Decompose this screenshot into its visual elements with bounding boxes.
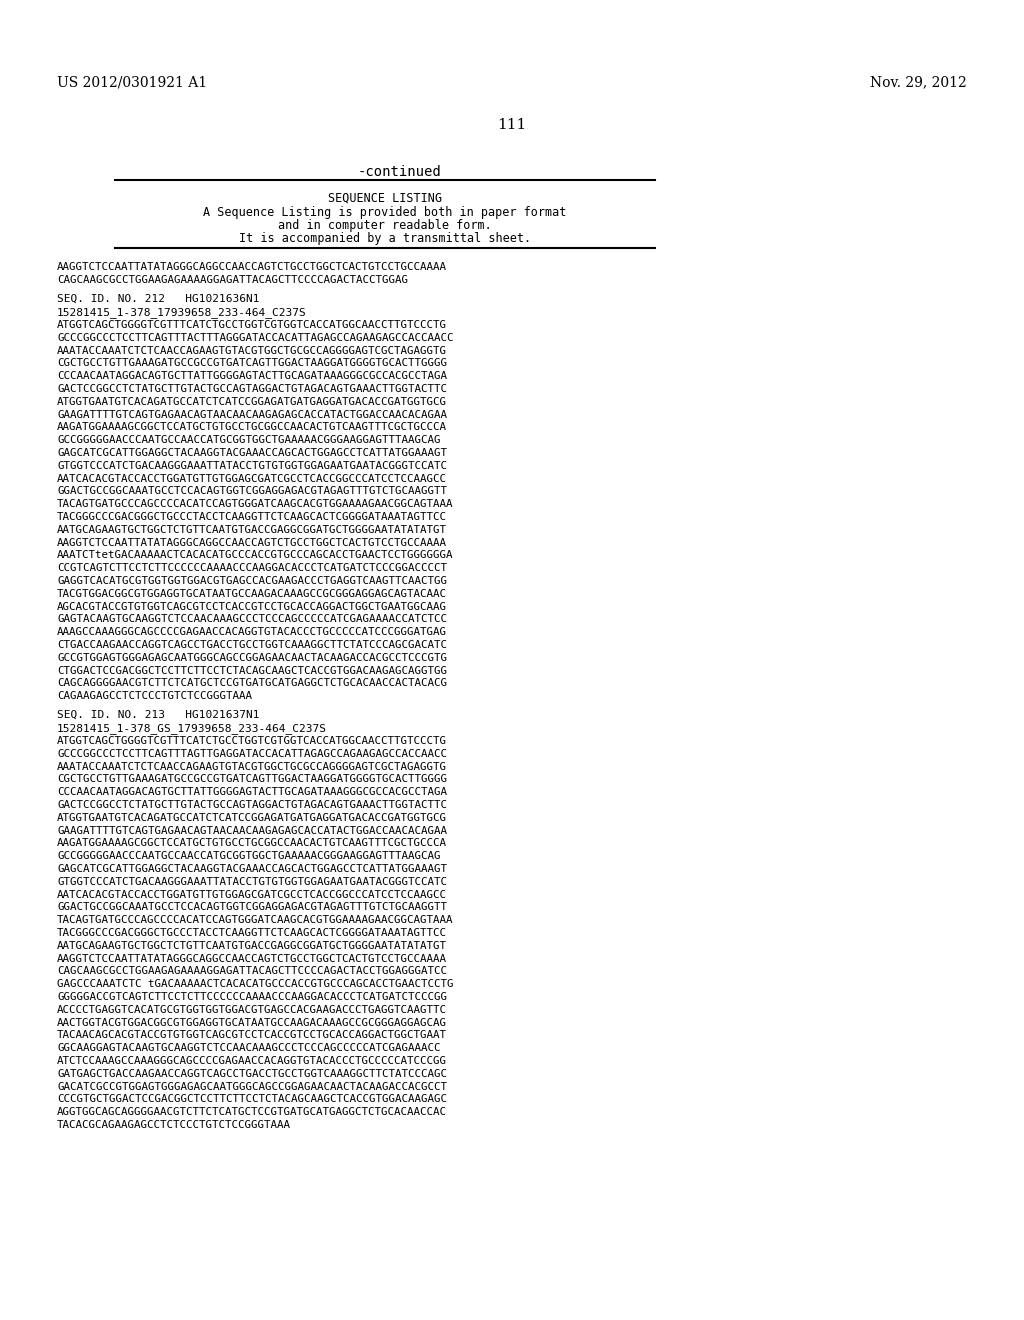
Text: AATGCAGAAGTGCTGGCTCTGTTCAATGTGACCGAGGCGGATGCTGGGGAATATATATGT: AATGCAGAAGTGCTGGCTCTGTTCAATGTGACCGAGGCGG… [57, 941, 447, 950]
Text: GCCCGGCCCTCCTTCAGTTTACTTTAGGGATACCACATTAGAGCCAGAAGAGCCACCAACC: GCCCGGCCCTCCTTCAGTTTACTTTAGGGATACCACATTA… [57, 333, 454, 343]
Text: GATGAGCTGACCAAGAACCAGGTCAGCCTGACCTGCCTGGTCAAAGGCTTCTATCCCAGC: GATGAGCTGACCAAGAACCAGGTCAGCCTGACCTGCCTGG… [57, 1069, 447, 1078]
Text: GGACTGCCGGCAAATGCCTCCACAGTGGTCGGAGGAGACGTAGAGTTTGTCTGCAAGGTT: GGACTGCCGGCAAATGCCTCCACAGTGGTCGGAGGAGACG… [57, 903, 447, 912]
Text: GAGCATCGCATTGGAGGCTACAAGGTACGAAACCAGCACTGGAGCCTCATTATGGAAAGT: GAGCATCGCATTGGAGGCTACAAGGTACGAAACCAGCACT… [57, 865, 447, 874]
Text: TACGTGGACGGCGTGGAGGTGCATAATGCCAAGACAAAGCCGCGGGAGGAGCAGTACAAC: TACGTGGACGGCGTGGAGGTGCATAATGCCAAGACAAAGC… [57, 589, 447, 599]
Text: AAATACCAAATCTCTCAACCAGAAGTGTACGTGGCTGCGCCAGGGGAGTCGCTAGAGGTG: AAATACCAAATCTCTCAACCAGAAGTGTACGTGGCTGCGC… [57, 762, 447, 772]
Text: AAGGTCTCCAATTATATAGGGCAGGCCAACCAGTCTGCCTGGCTCACTGTCCTGCCAAAA: AAGGTCTCCAATTATATAGGGCAGGCCAACCAGTCTGCCT… [57, 537, 447, 548]
Text: AGCACGTACCGTGTGGTCAGCGTCCTCACCGTCCTGCACCAGGACTGGCTGAATGGCAAG: AGCACGTACCGTGTGGTCAGCGTCCTCACCGTCCTGCACC… [57, 602, 447, 611]
Text: CAGAAGAGCCTCTCCCTGTCTCCGGGTAAA: CAGAAGAGCCTCTCCCTGTCTCCGGGTAAA [57, 692, 252, 701]
Text: AAGGTCTCCAATTATATAGGGCAGGCCAACCAGTCTGCCTGGCTCACTGTCCTGCCAAAA: AAGGTCTCCAATTATATAGGGCAGGCCAACCAGTCTGCCT… [57, 261, 447, 272]
Text: ATGGTCAGCTGGGGTCGTTTCATCTGCCTGGTCGTGGTCACCATGGCAACCTTGTCCCTG: ATGGTCAGCTGGGGTCGTTTCATCTGCCTGGTCGTGGTCA… [57, 319, 447, 330]
Text: GAGCATCGCATTGGAGGCTACAAGGTACGAAACCAGCACTGGAGCCTCATTATGGAAAGT: GAGCATCGCATTGGAGGCTACAAGGTACGAAACCAGCACT… [57, 447, 447, 458]
Text: GCCGGGGGAACCCAATGCCAACCATGCGGTGGCTGAAAAACGGGAAGGAGTTTAAGCAG: GCCGGGGGAACCCAATGCCAACCATGCGGTGGCTGAAAAA… [57, 436, 440, 445]
Text: CCCAACAATAGGACAGTGCTTATTGGGGAGTACTTGCAGATAAAGGGCGCCACGCCTAGA: CCCAACAATAGGACAGTGCTTATTGGGGAGTACTTGCAGA… [57, 371, 447, 381]
Text: CAGCAAGCGCCTGGAAGAGAAAAGGAGATTACAGCTTCCCCAGACTACCTGGAGGGATCC: CAGCAAGCGCCTGGAAGAGAAAAGGAGATTACAGCTTCCC… [57, 966, 447, 977]
Text: SEQ. ID. NO. 212   HG1021636N1: SEQ. ID. NO. 212 HG1021636N1 [57, 294, 259, 304]
Text: ATCTCCAAAGCCAAAGGGCAGCCCCGAGAACCACAGGTGTACACCCTGCCCCCATCCCGG: ATCTCCAAAGCCAAAGGGCAGCCCCGAGAACCACAGGTGT… [57, 1056, 447, 1067]
Text: AGGTGGCAGCAGGGGAACGTCTTCTCATGCTCCGTGATGCATGAGGCTCTGCACAACCAC: AGGTGGCAGCAGGGGAACGTCTTCTCATGCTCCGTGATGC… [57, 1107, 447, 1117]
Text: TACGGGCCCGACGGGCTGCCCTACCTCAAGGTTCTCAAGCACTCGGGGATAAATAGTTCC: TACGGGCCCGACGGGCTGCCCTACCTCAAGGTTCTCAAGC… [57, 512, 447, 521]
Text: SEQ. ID. NO. 213   HG1021637N1: SEQ. ID. NO. 213 HG1021637N1 [57, 710, 259, 719]
Text: GCCCGGCCCTCCTTCAGTTTAGTTGAGGATACCACATTAGAGCCAGAAGAGCCACCAACC: GCCCGGCCCTCCTTCAGTTTAGTTGAGGATACCACATTAG… [57, 748, 447, 759]
Text: Nov. 29, 2012: Nov. 29, 2012 [870, 75, 967, 88]
Text: GGGGGACCGTCAGTCTTCCTCTTCCCCCCAAAACCCAAGGACACCCTCATGATCTCCCGG: GGGGGACCGTCAGTCTTCCTCTTCCCCCCAAAACCCAAGG… [57, 993, 447, 1002]
Text: SEQUENCE LISTING: SEQUENCE LISTING [328, 191, 442, 205]
Text: 15281415_1-378_17939658_233-464_C237S: 15281415_1-378_17939658_233-464_C237S [57, 308, 307, 318]
Text: GAAGATTTTGTCAGTGAGAACAGTAACAACAAGAGAGCACCATACTGGACCAACACAGAA: GAAGATTTTGTCAGTGAGAACAGTAACAACAAGAGAGCAC… [57, 409, 447, 420]
Text: GAGGTCACATGCGTGGTGGTGGACGTGAGCCACGAAGACCCTGAGGTCAAGTTCAACTGG: GAGGTCACATGCGTGGTGGTGGACGTGAGCCACGAAGACC… [57, 576, 447, 586]
Text: AAGATGGAAAAGCGGCTCCATGCTGTGCCTGCGGCCAACACTGTCAAGTTTCGCTGCCCA: AAGATGGAAAAGCGGCTCCATGCTGTGCCTGCGGCCAACA… [57, 422, 447, 433]
Text: GTGGTCCCATCTGACAAGGGAAATTATACCTGTGTGGTGGAGAATGAATACGGGTCCATC: GTGGTCCCATCTGACAAGGGAAATTATACCTGTGTGGTGG… [57, 461, 447, 471]
Text: GAGCCCAAATCTC tGACAAAAACTCACACATGCCCACCGTGCCCAGCACCTGAACTCCTG: GAGCCCAAATCTC tGACAAAAACTCACACATGCCCACCG… [57, 979, 454, 989]
Text: ATGGTCAGCTGGGGTCGTTTCATCTGCCTGGTCGTGGTCACCATGGCAACCTTGTCCCTG: ATGGTCAGCTGGGGTCGTTTCATCTGCCTGGTCGTGGTCA… [57, 737, 447, 746]
Text: AAGGTCTCCAATTATATAGGGCAGGCCAACCAGTCTGCCTGGCTCACTGTCCTGCCAAAA: AAGGTCTCCAATTATATAGGGCAGGCCAACCAGTCTGCCT… [57, 953, 447, 964]
Text: US 2012/0301921 A1: US 2012/0301921 A1 [57, 75, 207, 88]
Text: CCCAACAATAGGACAGTGCTTATTGGGGAGTACTTGCAGATAAAGGGCGCCACGCCTAGA: CCCAACAATAGGACAGTGCTTATTGGGGAGTACTTGCAGA… [57, 787, 447, 797]
Text: GCCGGGGGAACCCAATGCCAACCATGCGGTGGCTGAAAAACGGGAAGGAGTTTAAGCAG: GCCGGGGGAACCCAATGCCAACCATGCGGTGGCTGAAAAA… [57, 851, 440, 861]
Text: TACAGTGATGCCCAGCCCCACATCCAGTGGGATCAAGCACGTGGAAAAGAACGGCAGTAAA: TACAGTGATGCCCAGCCCCACATCCAGTGGGATCAAGCAC… [57, 915, 454, 925]
Text: CCCGTGCTGGACTCCGACGGCTCCTTCTTCCTCTACAGCAAGCTCACCGTGGACAAGAGC: CCCGTGCTGGACTCCGACGGCTCCTTCTTCCTCTACAGCA… [57, 1094, 447, 1105]
Text: GAAGATTTTGTCAGTGAGAACAGTAACAACAAGAGAGCACCATACTGGACCAACACAGAA: GAAGATTTTGTCAGTGAGAACAGTAACAACAAGAGAGCAC… [57, 825, 447, 836]
Text: CCGTCAGTCTTCCTCTTCCCCCCAAAACCCAAGGACACCCTCATGATCTCCCGGACCCCT: CCGTCAGTCTTCCTCTTCCCCCCAAAACCCAAGGACACCC… [57, 564, 447, 573]
Text: GGCAAGGAGTACAAGTGCAAGGTCTCCAACAAAGCCCTCCCAGCCCCCATCGAGAAACC: GGCAAGGAGTACAAGTGCAAGGTCTCCAACAAAGCCCTCC… [57, 1043, 440, 1053]
Text: CGCTGCCTGTTGAAAGATGCCGCCGTGATCAGTTGGACTAAGGATGGGGTGCACTTGGGG: CGCTGCCTGTTGAAAGATGCCGCCGTGATCAGTTGGACTA… [57, 775, 447, 784]
Text: CTGACCAAGAACCAGGTCAGCCTGACCTGCCTGGTCAAAGGCTTCTATCCCAGCGACATC: CTGACCAAGAACCAGGTCAGCCTGACCTGCCTGGTCAAAG… [57, 640, 447, 649]
Text: GACTCCGGCCTCTATGCTTGTACTGCCAGTAGGACTGTAGACAGTGAAACTTGGTACTTC: GACTCCGGCCTCTATGCTTGTACTGCCAGTAGGACTGTAG… [57, 384, 447, 393]
Text: 15281415_1-378_GS_17939658_233-464_C237S: 15281415_1-378_GS_17939658_233-464_C237S [57, 723, 327, 734]
Text: AAAGCCAAAGGGCAGCCCCGAGAACCACAGGTGTACACCCTGCCCCCATCCCGGGATGAG: AAAGCCAAAGGGCAGCCCCGAGAACCACAGGTGTACACCC… [57, 627, 447, 638]
Text: GCCGTGGAGTGGGAGAGCAATGGGCAGCCGGAGAACAACTACAAGACCACGCCTCCCGTG: GCCGTGGAGTGGGAGAGCAATGGGCAGCCGGAGAACAACT… [57, 653, 447, 663]
Text: ATGGTGAATGTCACAGATGCCATCTCATCCGGAGATGATGAGGATGACACCGATGGTGCG: ATGGTGAATGTCACAGATGCCATCTCATCCGGAGATGATG… [57, 397, 447, 407]
Text: TACACGCAGAAGAGCCTCTCCCTGTCTCCGGGTAAA: TACACGCAGAAGAGCCTCTCCCTGTCTCCGGGTAAA [57, 1119, 291, 1130]
Text: GAGTACAAGTGCAAGGTCTCCAACAAAGCCCTCCCAGCCCCCATCGAGAAAACCATCTCC: GAGTACAAGTGCAAGGTCTCCAACAAAGCCCTCCCAGCCC… [57, 614, 447, 624]
Text: CAGCAGGGGAACGTCTTCTCATGCTCCGTGATGCATGAGGCTCTGCACAACCACTACACG: CAGCAGGGGAACGTCTTCTCATGCTCCGTGATGCATGAGG… [57, 678, 447, 689]
Text: GTGGTCCCATCTGACAAGGGAAATTATACCTGTGTGGTGGAGAATGAATACGGGTCCATC: GTGGTCCCATCTGACAAGGGAAATTATACCTGTGTGGTGG… [57, 876, 447, 887]
Text: AAATCTtetGACAAAAACTCACACATGCCCACCGTGCCCAGCACCTGAACTCCTGGGGGGA: AAATCTtetGACAAAAACTCACACATGCCCACCGTGCCCA… [57, 550, 454, 561]
Text: CAGCAAGCGCCTGGAAGAGAAAAGGAGATTACAGCTTCCCCAGACTACCTGGAG: CAGCAAGCGCCTGGAAGAGAAAAGGAGATTACAGCTTCCC… [57, 275, 408, 285]
Text: GACATCGCCGTGGAGTGGGAGAGCAATGGGCAGCCGGAGAACAACTACAAGACCACGCCT: GACATCGCCGTGGAGTGGGAGAGCAATGGGCAGCCGGAGA… [57, 1081, 447, 1092]
Text: AACTGGTACGTGGACGGCGTGGAGGTGCATAATGCCAAGACAAAGCCGCGGGAGGAGCAG: AACTGGTACGTGGACGGCGTGGAGGTGCATAATGCCAAGA… [57, 1018, 447, 1027]
Text: ATGGTGAATGTCACAGATGCCATCTCATCCGGAGATGATGAGGATGACACCGATGGTGCG: ATGGTGAATGTCACAGATGCCATCTCATCCGGAGATGATG… [57, 813, 447, 822]
Text: AAGATGGAAAAGCGGCTCCATGCTGTGCCTGCGGCCAACACTGTCAAGTTTCGCTGCCCA: AAGATGGAAAAGCGGCTCCATGCTGTGCCTGCGGCCAACA… [57, 838, 447, 849]
Text: and in computer readable form.: and in computer readable form. [279, 219, 492, 232]
Text: AAATACCAAATCTCTCAACCAGAAGTGTACGTGGCTGCGCCAGGGGAGTCGCTAGAGGTG: AAATACCAAATCTCTCAACCAGAAGTGTACGTGGCTGCGC… [57, 346, 447, 355]
Text: AATGCAGAAGTGCTGGCTCTGTTCAATGTGACCGAGGCGGATGCTGGGGAATATATATGT: AATGCAGAAGTGCTGGCTCTGTTCAATGTGACCGAGGCGG… [57, 525, 447, 535]
Text: GACTCCGGCCTCTATGCTTGTACTGCCAGTAGGACTGTAGACAGTGAAACTTGGTACTTC: GACTCCGGCCTCTATGCTTGTACTGCCAGTAGGACTGTAG… [57, 800, 447, 810]
Text: ACCCCTGAGGTCACATGCGTGGTGGTGGACGTGAGCCACGAAGACCCTGAGGTCAAGTTC: ACCCCTGAGGTCACATGCGTGGTGGTGGACGTGAGCCACG… [57, 1005, 447, 1015]
Text: GGACTGCCGGCAAATGCCTCCACAGTGGTCGGAGGAGACGTAGAGTTTGTCTGCAAGGTT: GGACTGCCGGCAAATGCCTCCACAGTGGTCGGAGGAGACG… [57, 486, 447, 496]
Text: CGCTGCCTGTTGAAAGATGCCGCCGTGATCAGTTGGACTAAGGATGGGGTGCACTTGGGG: CGCTGCCTGTTGAAAGATGCCGCCGTGATCAGTTGGACTA… [57, 359, 447, 368]
Text: AATCACACGTACCACCTGGATGTTGTGGAGCGATCGCCTCACCGGCCCATCCTCCAAGCC: AATCACACGTACCACCTGGATGTTGTGGAGCGATCGCCTC… [57, 474, 447, 483]
Text: TACAGTGATGCCCAGCCCCACATCCAGTGGGATCAAGCACGTGGAAAAGAACGGCAGTAAA: TACAGTGATGCCCAGCCCCACATCCAGTGGGATCAAGCAC… [57, 499, 454, 510]
Text: CTGGACTCCGACGGCTCCTTCTTCCTCTACAGCAAGCTCACCGTGGACAAGAGCAGGTGG: CTGGACTCCGACGGCTCCTTCTTCCTCTACAGCAAGCTCA… [57, 665, 447, 676]
Text: TACAACAGCACGTACCGTGTGGTCAGCGTCCTCACCGTCCTGCACCAGGACTGGCTGAAT: TACAACAGCACGTACCGTGTGGTCAGCGTCCTCACCGTCC… [57, 1031, 447, 1040]
Text: It is accompanied by a transmittal sheet.: It is accompanied by a transmittal sheet… [239, 232, 531, 246]
Text: -continued: -continued [358, 165, 442, 180]
Text: TACGGGCCCGACGGGCTGCCCTACCTCAAGGTTCTCAAGCACTCGGGGATAAATAGTTCC: TACGGGCCCGACGGGCTGCCCTACCTCAAGGTTCTCAAGC… [57, 928, 447, 939]
Text: A Sequence Listing is provided both in paper format: A Sequence Listing is provided both in p… [204, 206, 566, 219]
Text: 111: 111 [498, 117, 526, 132]
Text: AATCACACGTACCACCTGGATGTTGTGGAGCGATCGCCTCACCGGCCCATCCTCCAAGCC: AATCACACGTACCACCTGGATGTTGTGGAGCGATCGCCTC… [57, 890, 447, 900]
